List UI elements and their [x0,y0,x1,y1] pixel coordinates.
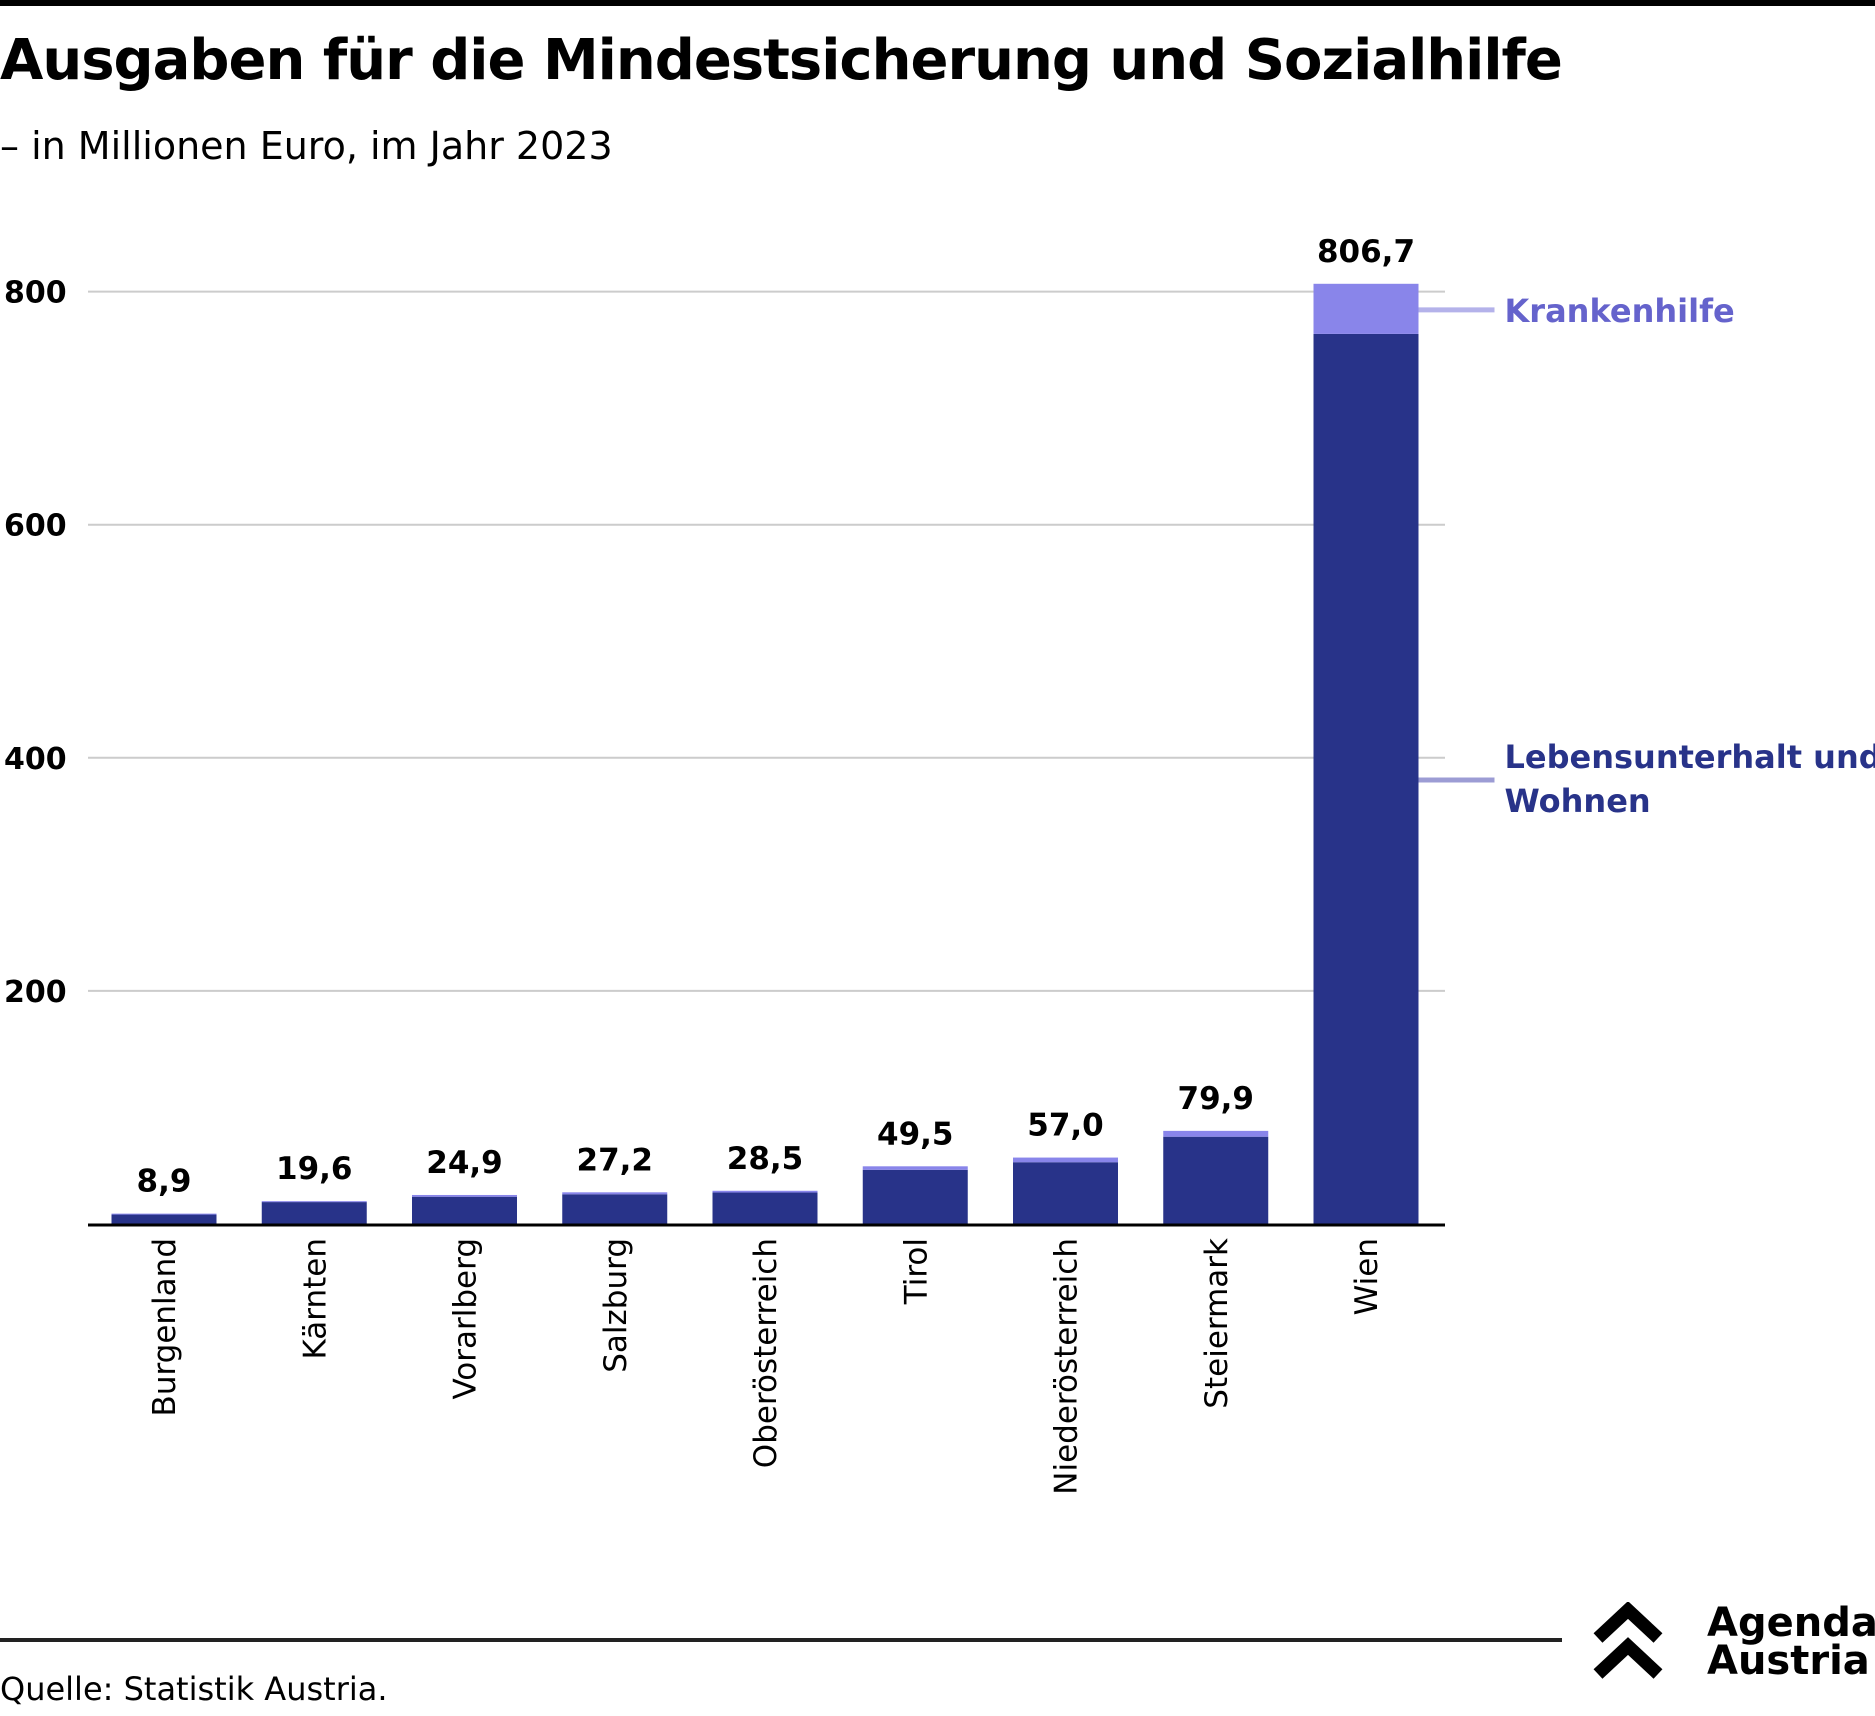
y-tick-label: 400 [4,742,67,777]
bar-lebensunterhalt-8 [1313,333,1419,1224]
legend-label-krankenhilfe: Krankenhilfe [1505,292,1735,330]
bar-krankenhilfe-4 [712,1190,818,1193]
bar-lebensunterhalt-7 [1163,1136,1269,1224]
footer-rule [0,1638,1562,1642]
x-tick-label: Tirol [898,1238,934,1305]
x-tick-label: Kärnten [297,1238,333,1360]
logo-line-1: Agenda [1707,1600,1875,1646]
x-axis-category-labels: Burgenland Kärnten Vorarlberg Salzburg Oberö… [147,1238,1385,1495]
value-label: 28,5 [727,1141,804,1177]
chart-subtitle: – in Millionen Euro, im Jahr 2023 [0,124,613,168]
x-tick-label: Wien [1349,1238,1385,1315]
stacked-bar-chart: 200 400 600 800 8,9 19,6 24,9 27,2 28,5 49,5 57,0… [4,234,1875,1495]
double-chevron-up-icon [1593,1602,1663,1679]
bars [111,283,1419,1224]
x-tick-label: Oberösterreich [748,1238,784,1468]
value-labels: 8,9 19,6 24,9 27,2 28,5 49,5 57,0 79,9 806,7 [137,234,1415,1200]
bar-lebensunterhalt-2 [412,1196,517,1224]
y-tick-label: 600 [4,509,67,544]
top-rule [0,0,1875,6]
y-tick-label: 200 [4,975,67,1010]
value-label: 27,2 [577,1142,654,1178]
y-axis-tick-labels: 200 400 600 800 [4,276,67,1010]
bar-lebensunterhalt-0 [111,1214,217,1224]
legend-label-lebensunterhalt-line2: Wohnen [1505,782,1651,820]
logo-line-2: Austria [1707,1638,1870,1684]
bar-krankenhilfe-6 [1013,1157,1118,1163]
bar-lebensunterhalt-1 [261,1202,367,1224]
legend-label-lebensunterhalt-line1: Lebensunterhalt und [1505,738,1875,776]
bar-krankenhilfe-0 [111,1213,217,1215]
x-tick-label: Burgenland [147,1238,183,1416]
x-tick-label: Niederösterreich [1049,1238,1085,1495]
bar-lebensunterhalt-3 [562,1194,668,1224]
value-label: 19,6 [276,1151,353,1187]
x-tick-label: Steiermark [1199,1238,1235,1409]
y-tick-label: 800 [4,276,67,311]
legend: Krankenhilfe Lebensunterhalt und Wohnen [1418,292,1875,820]
bar-krankenhilfe-8 [1313,283,1419,334]
x-tick-label: Salzburg [598,1238,634,1373]
value-label: 79,9 [1178,1081,1255,1117]
agenda-austria-logo: Agenda Austria [1592,1600,1875,1686]
logo-wordmark: Agenda Austria [1707,1600,1875,1684]
bar-krankenhilfe-5 [862,1166,968,1170]
bar-krankenhilfe-2 [412,1194,517,1197]
value-label: 57,0 [1027,1108,1104,1144]
x-tick-label: Vorarlberg [448,1238,484,1400]
value-label: 8,9 [137,1164,192,1200]
bar-lebensunterhalt-5 [862,1169,968,1224]
value-label: 49,5 [877,1116,954,1152]
value-label: 24,9 [426,1145,503,1181]
source-note: Quelle: Statistik Austria. [0,1670,388,1708]
value-label: 806,7 [1317,234,1415,270]
chart-title: Ausgaben für die Mindestsicherung und So… [0,28,1563,93]
bar-krankenhilfe-3 [562,1192,668,1195]
bar-krankenhilfe-1 [261,1201,367,1203]
gridlines [88,290,1445,992]
bar-lebensunterhalt-4 [712,1192,818,1224]
bar-lebensunterhalt-6 [1013,1162,1118,1224]
bar-krankenhilfe-7 [1163,1130,1269,1137]
